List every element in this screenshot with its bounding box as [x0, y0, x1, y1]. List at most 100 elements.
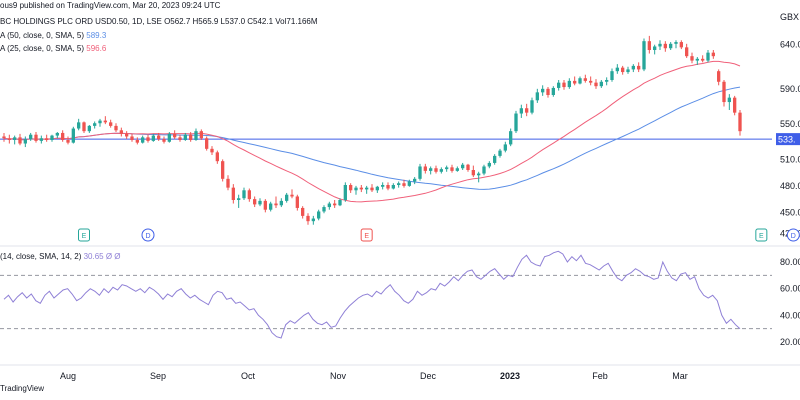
- candle-body: [66, 140, 70, 143]
- candle-body: [55, 132, 59, 136]
- candle-body: [231, 187, 235, 200]
- candle-body: [327, 203, 331, 208]
- candle-body: [237, 198, 241, 200]
- candle-body: [695, 58, 699, 61]
- time-axis-label: Oct: [241, 371, 256, 381]
- dividend-event-marker[interactable]: [141, 228, 155, 242]
- ma50-value: 589.3: [86, 31, 107, 40]
- candle-body: [573, 80, 577, 84]
- dividend-event-marker[interactable]: [786, 228, 800, 242]
- candle-body: [503, 144, 507, 151]
- price-axis-currency: GBX: [780, 12, 799, 22]
- candle-body: [141, 137, 145, 143]
- candle-body: [413, 178, 417, 182]
- rsi-axis-tick: 40.00: [780, 310, 800, 320]
- candle-body: [109, 122, 113, 126]
- event-marker-label: D: [145, 233, 150, 240]
- candle-body: [519, 108, 523, 114]
- candle-body: [562, 82, 566, 88]
- earnings-event-marker[interactable]: [78, 228, 90, 242]
- price-axis-tick: 640.0: [780, 40, 800, 50]
- candle-body: [173, 133, 177, 138]
- time-axis-label: Nov: [330, 371, 347, 381]
- rsi-axis-tick: 60.00: [780, 284, 800, 294]
- candle-body: [514, 113, 518, 132]
- candle-body: [493, 155, 497, 163]
- event-marker-label: E: [759, 233, 764, 240]
- candle-body: [583, 78, 587, 81]
- candle-body: [162, 139, 166, 142]
- candle-body: [183, 134, 187, 140]
- rsi-label: (14, close, SMA, 14, 2): [0, 252, 82, 261]
- candle-body: [482, 166, 486, 174]
- candle-body: [461, 164, 465, 169]
- candle-body: [103, 120, 107, 123]
- symbol-line: BC HOLDINGS PLC ORD USD0.50, 1D, LSE O56…: [0, 17, 318, 26]
- candle-body: [637, 65, 641, 70]
- ma50-label: A (50, close, 0, SMA, 5): [0, 31, 85, 40]
- rsi-axis-tick: 20.00: [780, 337, 800, 347]
- candle-body: [247, 190, 251, 200]
- candle-body: [333, 203, 337, 206]
- candle-body: [274, 203, 278, 206]
- candle-body: [290, 194, 294, 197]
- candle-body: [242, 190, 246, 199]
- earnings-event-marker[interactable]: [755, 228, 768, 242]
- ma25-label: A (25, close, 0, SMA, 5): [0, 44, 85, 53]
- time-axis-label: 2023: [500, 371, 520, 381]
- time-axis-label: Dec: [420, 371, 437, 381]
- candle-body: [711, 52, 715, 57]
- candle-body: [71, 128, 75, 143]
- candle-body: [397, 183, 401, 185]
- candle-body: [285, 194, 289, 201]
- ma50-series-line: [3, 86, 741, 190]
- candle-body: [477, 173, 481, 176]
- candle-body: [189, 134, 193, 140]
- symbol-name: BC HOLDINGS PLC ORD USD0.50, 1D, LSE: [0, 17, 162, 26]
- rsi-legend: (14, close, SMA, 14, 2) 30.65 Ø Ø: [0, 252, 121, 261]
- candle-body: [541, 88, 545, 93]
- candle-body: [295, 196, 299, 208]
- candle-body: [551, 87, 555, 95]
- candle-body: [2, 136, 6, 139]
- rsi-values: 30.65 Ø Ø: [83, 252, 121, 261]
- candle-body: [125, 133, 129, 137]
- time-axis-label: Aug: [60, 371, 76, 381]
- candle-body: [119, 130, 123, 134]
- earnings-event-marker[interactable]: [360, 228, 373, 242]
- candle-body: [450, 167, 454, 171]
- event-marker-label: E: [82, 233, 87, 240]
- candle-body: [594, 82, 598, 87]
- rsi-axis-tick: 80.00: [780, 257, 800, 267]
- candle-body: [375, 186, 379, 191]
- candle-body: [535, 92, 539, 101]
- candle-body: [738, 112, 742, 132]
- candle-body: [7, 138, 11, 140]
- candle-body: [322, 207, 326, 212]
- price-line-label-bg: [776, 133, 800, 146]
- candle-body: [365, 187, 369, 190]
- candle-body: [642, 41, 646, 70]
- candle-body: [717, 71, 721, 82]
- candle-body: [279, 200, 283, 206]
- candle-body: [317, 211, 321, 219]
- candle-body: [34, 134, 38, 141]
- candle-body: [167, 133, 171, 142]
- candle-body: [445, 167, 449, 170]
- price-axis-tick: 510.0: [780, 154, 800, 164]
- candle-body: [210, 148, 214, 153]
- candle-body: [690, 56, 694, 61]
- candle-body: [311, 218, 315, 222]
- candle-body: [135, 140, 139, 143]
- candle-body: [370, 187, 374, 191]
- candle-body: [301, 207, 305, 216]
- candle-body: [151, 135, 155, 141]
- candle-body: [61, 132, 65, 140]
- candle-body: [706, 52, 710, 61]
- candle-body: [647, 41, 651, 50]
- price-line-label: 533.: [778, 135, 796, 145]
- candle-body: [407, 181, 411, 186]
- candle-body: [701, 58, 705, 61]
- candle-body: [578, 78, 582, 84]
- ma25-legend: A (25, close, 0, SMA, 5) 596.6: [0, 44, 106, 53]
